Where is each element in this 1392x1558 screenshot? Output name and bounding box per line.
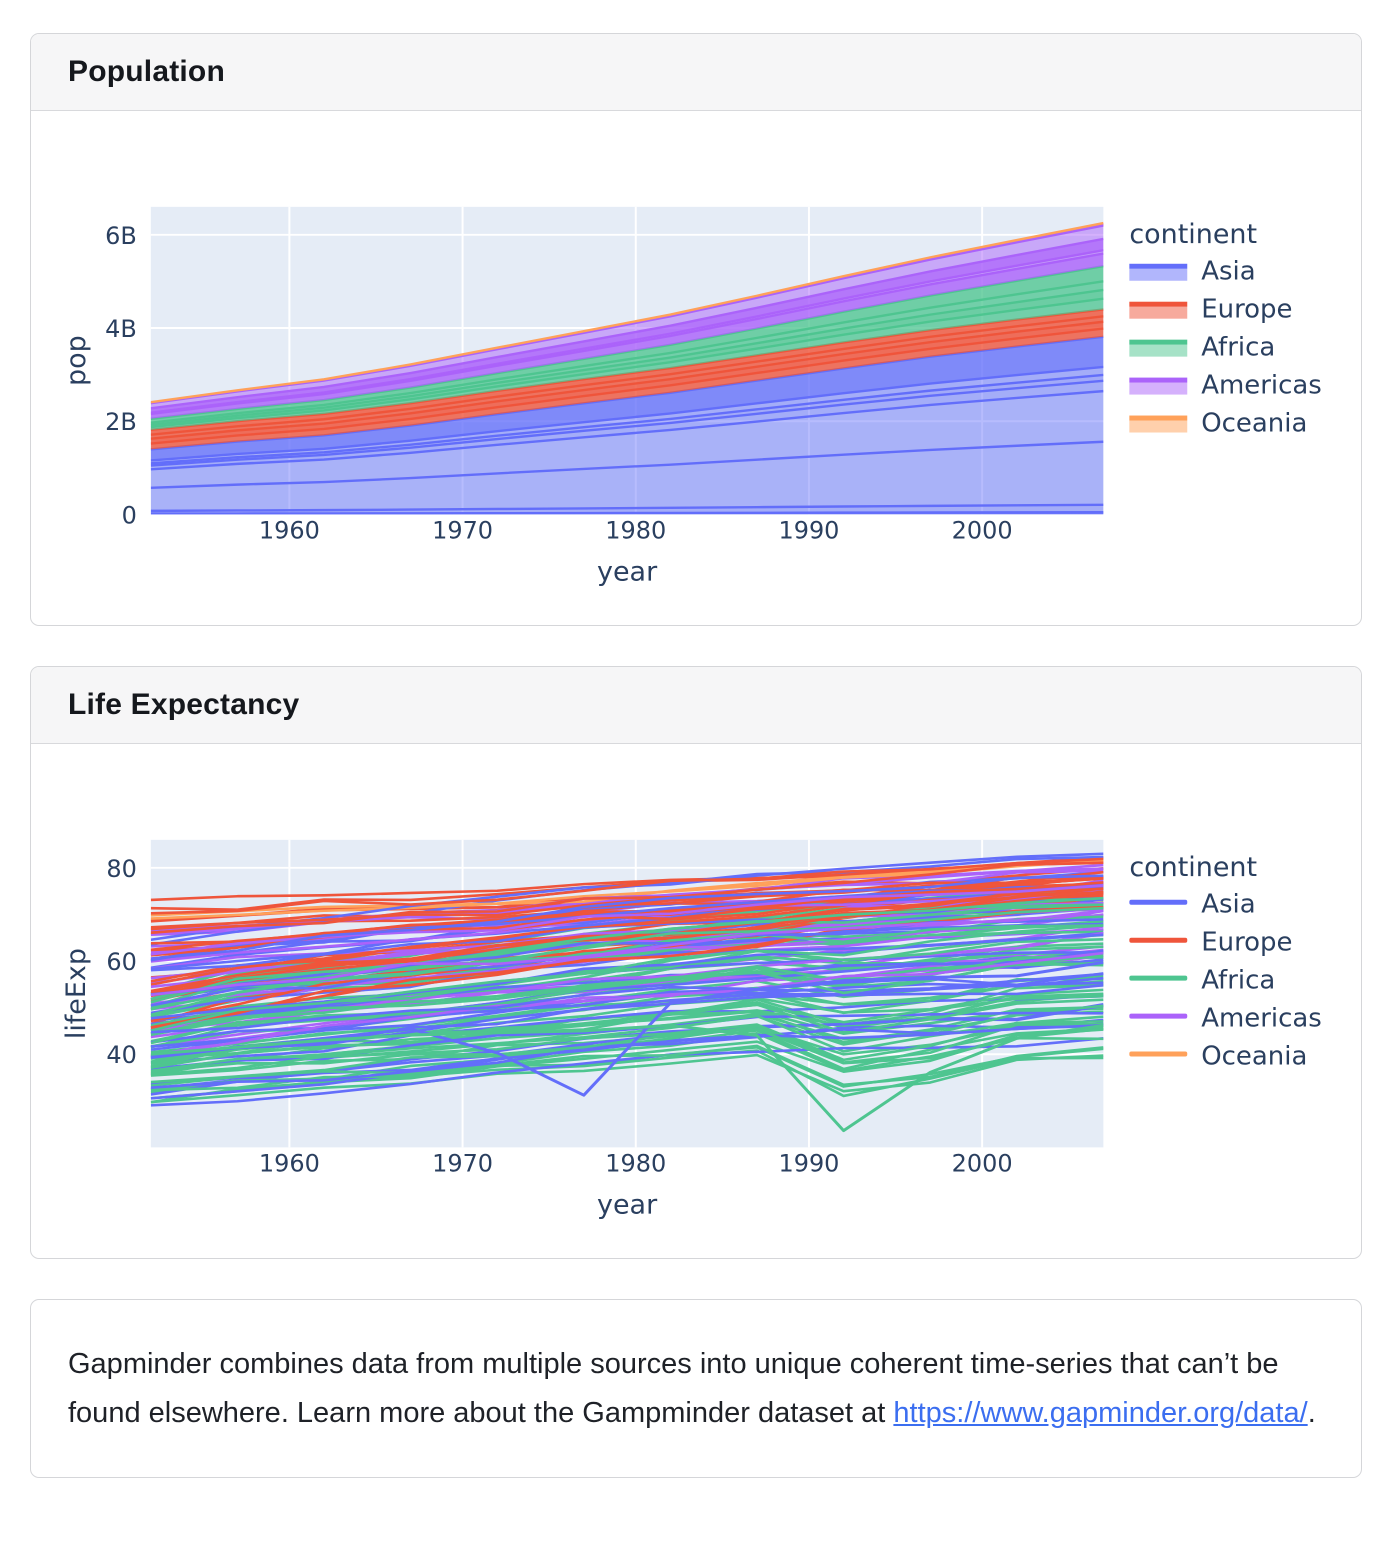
legend-item-asia[interactable]: Asia bbox=[1129, 890, 1256, 920]
legend-label: Asia bbox=[1201, 257, 1255, 287]
population-card-title: Population bbox=[68, 55, 225, 88]
legend-item-africa[interactable]: Africa bbox=[1129, 966, 1275, 996]
legend-label: Americas bbox=[1201, 371, 1322, 401]
legend-swatch-line bbox=[1129, 899, 1188, 905]
app-root: Population 1960 1970 1980 1990 2000 0 2B 4B 6B ye… bbox=[30, 33, 1362, 1478]
legend-swatch-fill bbox=[1129, 306, 1188, 319]
population-chart-svg[interactable]: 1960 1970 1980 1990 2000 0 2B 4B 6B year pop contin… bbox=[31, 111, 1361, 625]
legend-swatch-fill bbox=[1129, 268, 1188, 281]
legend-label: Europe bbox=[1201, 295, 1292, 325]
legend: continent Asia Europe Africa Americas Oceania bbox=[1129, 219, 1322, 439]
legend-swatch-line bbox=[1129, 339, 1188, 345]
y-tick-label: 4B bbox=[105, 315, 137, 343]
x-tick-label: 1990 bbox=[778, 1150, 839, 1178]
legend-swatch-fill bbox=[1129, 382, 1188, 395]
x-tick-label: 2000 bbox=[952, 516, 1013, 544]
x-axis-title: year bbox=[597, 1190, 658, 1221]
x-tick-label: 2000 bbox=[952, 1150, 1013, 1178]
x-tick-label: 1960 bbox=[259, 516, 320, 544]
population-card: Population 1960 1970 1980 1990 2000 0 2B 4B 6B ye… bbox=[30, 33, 1362, 627]
gapminder-data-link[interactable]: https://www.gapminder.org/data/ bbox=[893, 1396, 1308, 1429]
legend-label: Africa bbox=[1201, 966, 1275, 996]
y-tick-label: 2B bbox=[105, 408, 137, 436]
legend-label: Asia bbox=[1201, 890, 1255, 920]
footer-text-after: . bbox=[1307, 1396, 1316, 1429]
y-tick-label: 6B bbox=[105, 222, 137, 250]
legend-label: Oceania bbox=[1201, 1042, 1307, 1072]
x-tick-label: 1990 bbox=[778, 516, 839, 544]
legend-item-americas[interactable]: Americas bbox=[1129, 371, 1322, 401]
y-tick-label: 80 bbox=[106, 855, 136, 883]
axis-tick-labels: 1960 1970 1980 1990 2000 0 2B 4B 6B bbox=[105, 222, 1012, 545]
legend-swatch-line bbox=[1129, 937, 1188, 943]
legend-swatch-fill bbox=[1129, 344, 1188, 357]
footer-text-before: Gapminder combines data from multiple so… bbox=[68, 1348, 1279, 1429]
life-expectancy-card-header: Life Expectancy bbox=[31, 667, 1361, 745]
life-expectancy-card: Life Expectancy 1960 1970 1980 1990 2000 40 60… bbox=[30, 666, 1362, 1260]
life-expectancy-card-title: Life Expectancy bbox=[68, 688, 300, 722]
x-tick-label: 1960 bbox=[259, 1150, 320, 1178]
legend-swatch-line bbox=[1129, 1013, 1188, 1019]
legend-swatch-line bbox=[1129, 301, 1188, 307]
y-tick-label: 60 bbox=[106, 948, 136, 976]
legend-item-americas[interactable]: Americas bbox=[1129, 1004, 1322, 1034]
legend-label: Africa bbox=[1201, 333, 1275, 363]
life-expectancy-chart-svg[interactable]: 1960 1970 1980 1990 2000 40 60 80 year lifeExp con… bbox=[31, 744, 1361, 1258]
legend-swatch-line bbox=[1129, 377, 1188, 383]
legend-label: Europe bbox=[1201, 928, 1292, 958]
axis-tick-labels: 1960 1970 1980 1990 2000 40 60 80 bbox=[106, 855, 1012, 1178]
legend-title: continent bbox=[1129, 852, 1257, 883]
legend-item-africa[interactable]: Africa bbox=[1129, 333, 1275, 363]
legend: continent Asia Europe Africa Americas Oceania bbox=[1129, 852, 1322, 1072]
notable-dip-line bbox=[150, 1024, 1104, 1133]
y-axis-title: pop bbox=[61, 335, 92, 386]
legend-item-europe[interactable]: Europe bbox=[1129, 295, 1293, 325]
x-tick-label: 1970 bbox=[432, 1150, 493, 1178]
life-expectancy-card-body: 1960 1970 1980 1990 2000 40 60 80 year lifeExp con… bbox=[31, 744, 1361, 1258]
legend-item-oceania[interactable]: Oceania bbox=[1129, 1042, 1307, 1072]
legend-swatch-line bbox=[1129, 263, 1188, 269]
legend-label: Americas bbox=[1201, 1004, 1322, 1034]
stacked-area-traces bbox=[150, 221, 1104, 515]
legend-item-oceania[interactable]: Oceania bbox=[1129, 409, 1307, 439]
legend-item-asia[interactable]: Asia bbox=[1129, 257, 1256, 287]
x-tick-label: 1980 bbox=[605, 516, 666, 544]
x-axis-title: year bbox=[597, 556, 658, 587]
legend-swatch-line bbox=[1129, 415, 1188, 421]
legend-item-europe[interactable]: Europe bbox=[1129, 928, 1293, 958]
y-axis-title: lifeExp bbox=[61, 948, 92, 1039]
x-tick-label: 1970 bbox=[432, 516, 493, 544]
footer-card: Gapminder combines data from multiple so… bbox=[30, 1299, 1362, 1478]
population-card-body: 1960 1970 1980 1990 2000 0 2B 4B 6B year pop contin… bbox=[31, 111, 1361, 625]
legend-swatch-line bbox=[1129, 975, 1188, 981]
legend-label: Oceania bbox=[1201, 409, 1307, 439]
x-tick-label: 1980 bbox=[605, 1150, 666, 1178]
y-tick-label: 40 bbox=[106, 1041, 136, 1069]
legend-swatch-fill bbox=[1129, 420, 1188, 433]
y-tick-label: 0 bbox=[122, 501, 137, 529]
footer-text: Gapminder combines data from multiple so… bbox=[68, 1340, 1324, 1436]
legend-title: continent bbox=[1129, 219, 1257, 250]
population-card-header: Population bbox=[31, 34, 1361, 111]
line-traces bbox=[150, 852, 1104, 1133]
legend-swatch-line bbox=[1129, 1051, 1188, 1057]
